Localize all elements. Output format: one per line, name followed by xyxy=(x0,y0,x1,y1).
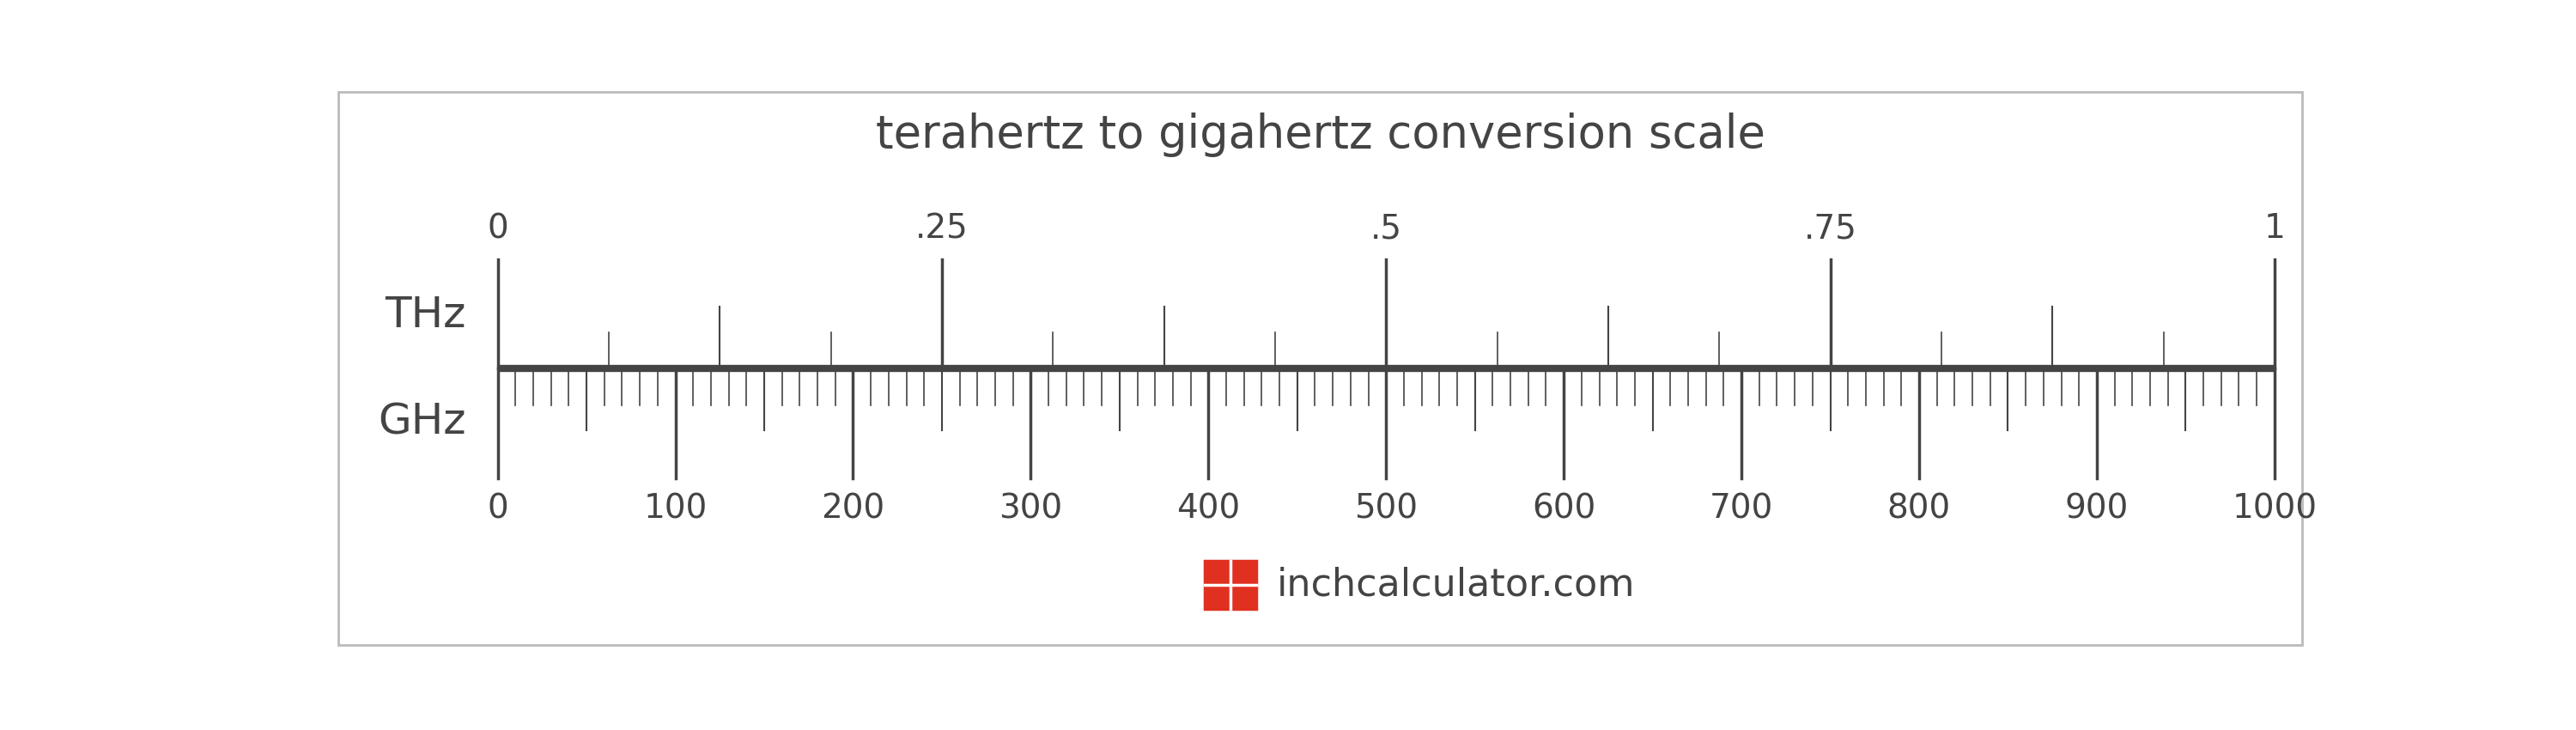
Bar xyxy=(1206,561,1257,609)
Text: .75: .75 xyxy=(1803,212,1857,245)
Text: .25: .25 xyxy=(914,212,969,245)
Text: 1: 1 xyxy=(2264,212,2285,245)
Text: 100: 100 xyxy=(644,492,708,525)
Text: 400: 400 xyxy=(1177,492,1239,525)
Text: inchcalculator.com: inchcalculator.com xyxy=(1275,566,1636,604)
Text: terahertz to gigahertz conversion scale: terahertz to gigahertz conversion scale xyxy=(876,113,1765,158)
Bar xyxy=(1206,561,1257,609)
Text: 1000: 1000 xyxy=(2231,492,2316,525)
Text: 200: 200 xyxy=(822,492,886,525)
Text: THz: THz xyxy=(384,295,466,336)
Text: 600: 600 xyxy=(1533,492,1595,525)
Text: GHz: GHz xyxy=(379,402,466,442)
Text: 500: 500 xyxy=(1355,492,1417,525)
Text: 0: 0 xyxy=(487,212,507,245)
Text: 900: 900 xyxy=(2066,492,2128,525)
Text: 300: 300 xyxy=(999,492,1061,525)
Text: 0: 0 xyxy=(487,492,507,525)
Text: .5: .5 xyxy=(1370,212,1401,245)
Text: 800: 800 xyxy=(1888,492,1950,525)
Text: 700: 700 xyxy=(1710,492,1772,525)
